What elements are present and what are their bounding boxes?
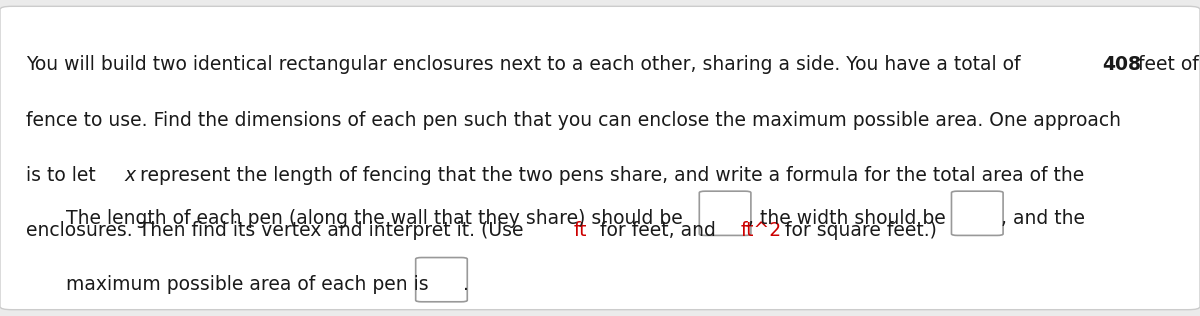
Text: , the width should be: , the width should be	[749, 209, 947, 228]
Text: fence to use. Find the dimensions of each pen such that you can enclose the maxi: fence to use. Find the dimensions of eac…	[26, 111, 1122, 130]
Text: The length of each pen (along the wall that they share) should be: The length of each pen (along the wall t…	[66, 209, 683, 228]
Text: maximum possible area of each pen is: maximum possible area of each pen is	[66, 275, 428, 294]
Text: represent the length of fencing that the two pens share, and write a formula for: represent the length of fencing that the…	[134, 166, 1085, 185]
Text: ft^2: ft^2	[740, 221, 781, 240]
Text: for square feet.): for square feet.)	[780, 221, 937, 240]
Text: ft: ft	[574, 221, 588, 240]
Text: You will build two identical rectangular enclosures next to a each other, sharin: You will build two identical rectangular…	[26, 55, 1027, 74]
Text: 408: 408	[1103, 55, 1141, 74]
Text: .: .	[463, 275, 469, 294]
Text: enclosures. Then find its vertex and interpret it. (Use: enclosures. Then find its vertex and int…	[26, 221, 530, 240]
Text: , and the: , and the	[1001, 209, 1085, 228]
Text: feet of: feet of	[1132, 55, 1199, 74]
Text: is to let: is to let	[26, 166, 102, 185]
Text: x: x	[124, 166, 136, 185]
Text: for feet, and: for feet, and	[594, 221, 721, 240]
